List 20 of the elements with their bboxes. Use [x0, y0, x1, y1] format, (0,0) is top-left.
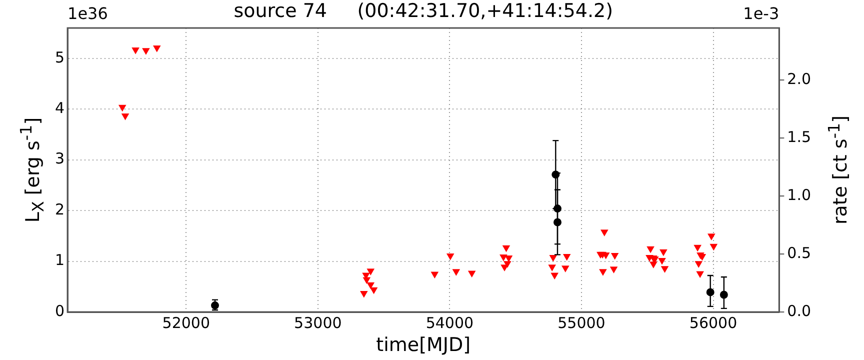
y-tick-label: 3 — [54, 150, 65, 168]
y2-tick-label: 1.0 — [787, 186, 812, 204]
y-tick-label: 0 — [54, 302, 65, 320]
chart-title: source 74 (00:42:31.70,+41:14:54.2) — [234, 0, 613, 22]
y-tick-label: 4 — [54, 99, 65, 118]
x-tick-label: 56000 — [689, 314, 738, 332]
x-tick-label: 52000 — [162, 314, 210, 332]
y-tick-label: 1 — [54, 251, 65, 270]
y-tick-label: 5 — [54, 48, 65, 66]
x-tick-label: 55000 — [558, 314, 606, 332]
x-axis-title: time[MJD] — [376, 334, 471, 356]
x-tick-label: 53000 — [294, 314, 342, 332]
text: 1e-3 — [743, 4, 780, 23]
y2-tick-label: 0.0 — [787, 302, 812, 320]
y2-tick-label: 2.0 — [787, 70, 812, 88]
y2-tick-label: 0.5 — [787, 244, 812, 262]
text: 1e36 — [68, 4, 108, 23]
x-tick-label: 54000 — [426, 314, 474, 332]
y-tick-label: 2 — [54, 200, 65, 218]
y2-tick-label: 1.5 — [787, 128, 812, 146]
